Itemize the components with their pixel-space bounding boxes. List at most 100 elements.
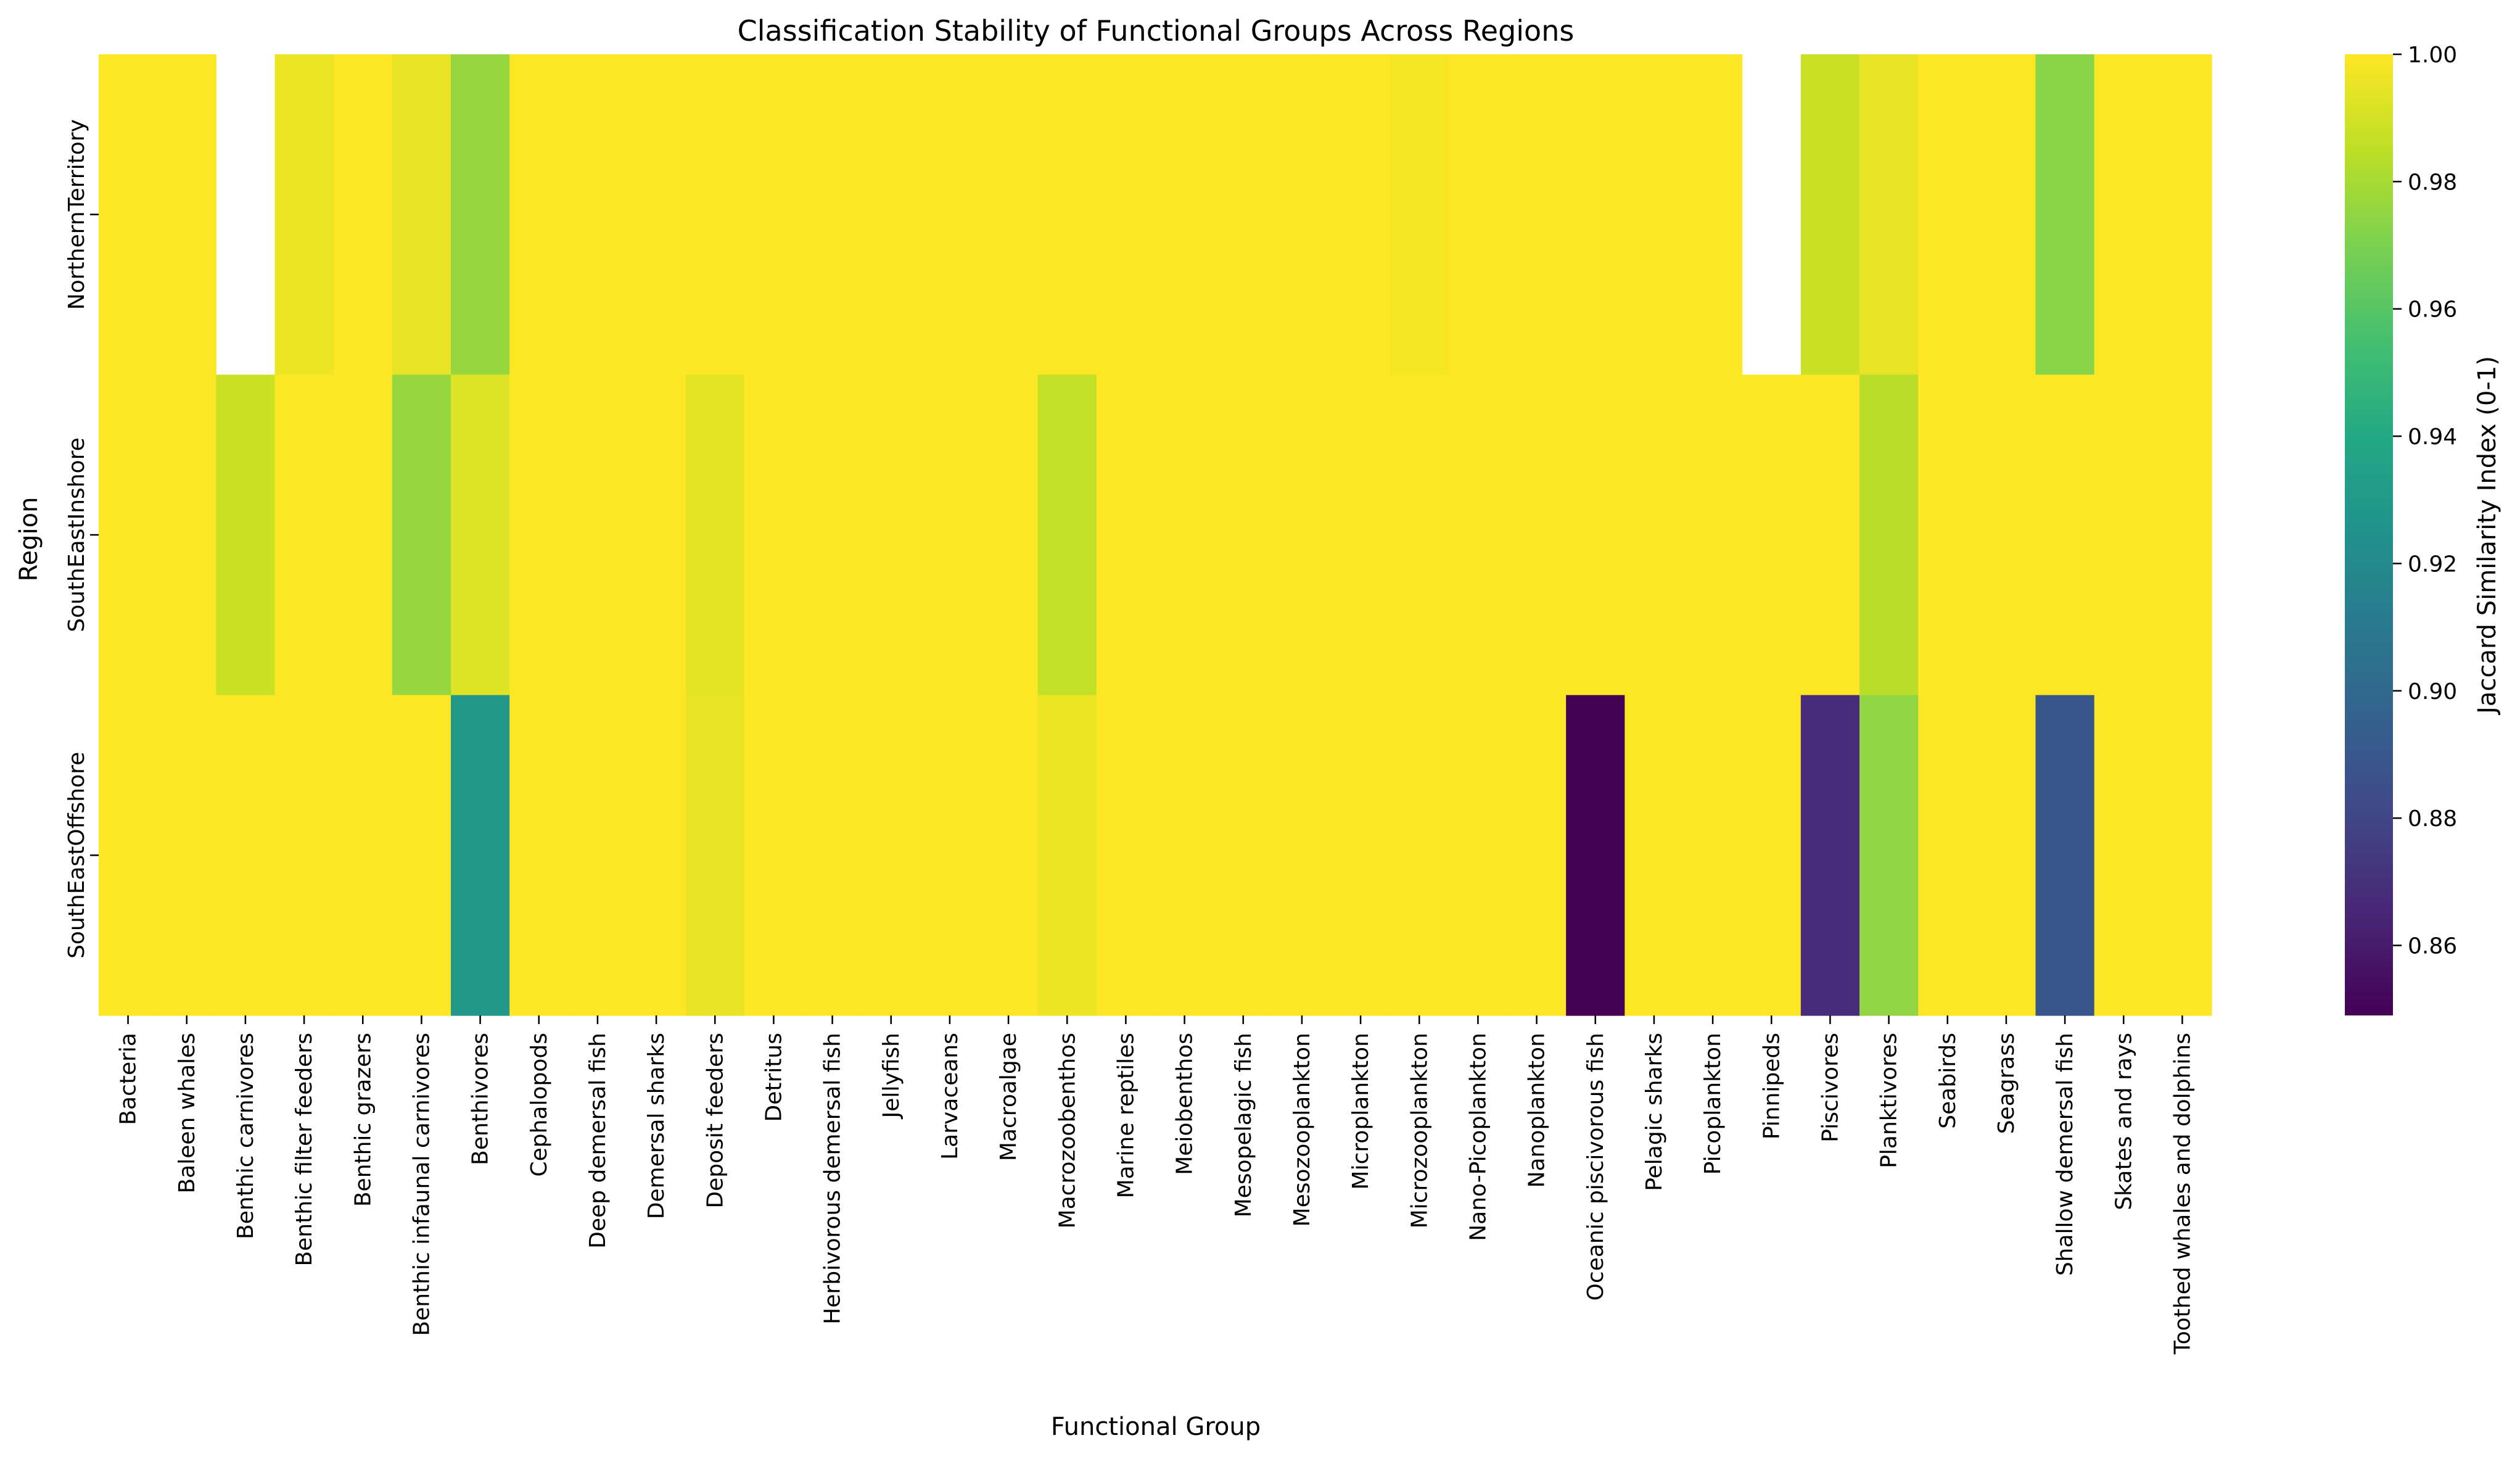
heatmap-cell <box>1918 374 1977 696</box>
heatmap-cell <box>862 374 921 696</box>
heatmap-cell <box>2152 695 2212 1016</box>
colorbar-tick-label: 0.88 <box>2408 806 2457 832</box>
heatmap-cell <box>1918 695 1977 1016</box>
x-tick-label: Nanoplankton <box>1525 1033 1550 1188</box>
heatmap-cell <box>1859 54 1919 375</box>
x-tick-label: Nano-Picoplankton <box>1465 1033 1491 1241</box>
heatmap-cell <box>157 374 216 696</box>
x-tick-label: Seabirds <box>1935 1033 1961 1129</box>
heatmap-cell <box>1096 54 1156 375</box>
heatmap-cell <box>1272 54 1332 375</box>
heatmap-cell <box>274 695 334 1016</box>
x-axis-ticks: Bacteria Baleen whales Benthic carnivores B… <box>116 1015 2195 1355</box>
heatmap-cell <box>1624 374 1684 696</box>
heatmap-cell <box>1566 374 1625 696</box>
heatmap-cell <box>627 374 686 696</box>
heatmap-cell <box>803 695 862 1016</box>
heatmap-cell <box>568 374 628 696</box>
heatmap-cell <box>1918 54 1977 375</box>
x-tick-label: Benthic grazers <box>350 1033 376 1207</box>
x-tick-label: Demersal sharks <box>644 1033 669 1219</box>
heatmap-cell <box>157 54 216 375</box>
heatmap-cell <box>1742 374 1801 696</box>
colorbar-label: Jaccard Similarity Index (0-1) <box>2473 356 2501 716</box>
heatmap-cell <box>920 695 980 1016</box>
colorbar-tick-label: 0.92 <box>2408 552 2457 577</box>
heatmap-cell <box>2035 695 2095 1016</box>
x-tick-label: Meiobenthos <box>1172 1033 1198 1175</box>
heatmap-cell <box>685 374 745 696</box>
heatmap-cell <box>744 695 804 1016</box>
heatmap-cell <box>1037 695 1097 1016</box>
x-tick-label: Macrozoobenthos <box>1055 1033 1080 1228</box>
heatmap-cell <box>392 54 451 375</box>
heatmap-cell <box>1624 54 1684 375</box>
y-axis-label: Region <box>15 497 43 582</box>
heatmap-cell <box>2094 54 2154 375</box>
heatmap-cell <box>1566 54 1625 375</box>
heatmap-cell <box>1037 54 1097 375</box>
heatmap-cell <box>2035 54 2095 375</box>
heatmap-cell <box>451 374 510 696</box>
x-tick-label: Benthivores <box>468 1033 493 1165</box>
x-tick-label: Pinnipeds <box>1759 1033 1784 1139</box>
heatmap-cell <box>1272 695 1332 1016</box>
heatmap-cell <box>1390 695 1449 1016</box>
heatmap-cell <box>1448 374 1508 696</box>
heatmap-cell <box>920 54 980 375</box>
x-tick-label: Mesozooplankton <box>1290 1033 1315 1226</box>
x-tick-label: Seagrass <box>1994 1033 2019 1134</box>
heatmap-cell <box>1331 54 1391 375</box>
heatmap-cell <box>568 695 628 1016</box>
colorbar-tick-label: 0.86 <box>2408 934 2457 959</box>
heatmap-cell <box>509 54 569 375</box>
heatmap-cell <box>1683 54 1743 375</box>
heatmap-cell <box>392 374 451 696</box>
heatmap-cell <box>979 695 1039 1016</box>
colorbar-tick-label: 0.90 <box>2408 679 2457 705</box>
heatmap-cell <box>1742 695 1801 1016</box>
heatmap-cell <box>979 374 1039 696</box>
y-tick-label: SouthEastOffshore <box>64 752 89 959</box>
heatmap-cell <box>1096 374 1156 696</box>
x-tick-label: Baleen whales <box>175 1033 200 1194</box>
heatmap-cell <box>333 695 393 1016</box>
heatmap-cell <box>99 54 158 375</box>
heatmap-cell <box>1859 695 1919 1016</box>
heatmap-cell <box>685 695 745 1016</box>
x-tick-label: Microplankton <box>1348 1033 1373 1189</box>
x-tick-label: Benthic infaunal carnivores <box>409 1033 434 1336</box>
heatmap-cell <box>1683 695 1743 1016</box>
heatmap-cell <box>744 374 804 696</box>
heatmap-cell <box>744 54 804 375</box>
heatmap-cell <box>1800 54 1860 375</box>
x-tick-label: Planktivores <box>1877 1033 1902 1168</box>
heatmap-cell <box>274 54 334 375</box>
x-tick-label: Deposit feeders <box>702 1033 728 1209</box>
heatmap-cell <box>1977 695 2036 1016</box>
x-tick-label: Mesopelagic fish <box>1231 1033 1256 1217</box>
heatmap-cell <box>568 54 628 375</box>
colorbar-ticks: 0.86 0.88 0.90 0.92 0.94 0.96 0.98 1.00 <box>2393 43 2457 959</box>
x-tick-label: Cephalopods <box>527 1033 552 1177</box>
x-tick-label: Larvaceans <box>937 1033 963 1160</box>
heatmap-cell <box>1214 695 1273 1016</box>
x-tick-label: Toothed whales and dolphins <box>2170 1033 2195 1355</box>
heatmap-cell <box>803 374 862 696</box>
x-tick-label: Detritus <box>761 1033 786 1122</box>
heatmap-cell <box>509 374 569 696</box>
x-tick-label: Deep demersal fish <box>585 1033 611 1249</box>
x-tick-label: Skates and rays <box>2111 1033 2136 1210</box>
heatmap-cell <box>1507 374 1567 696</box>
heatmap-cell <box>1448 695 1508 1016</box>
heatmap-cell <box>2035 374 2095 696</box>
x-tick-label: Marine reptiles <box>1113 1033 1139 1198</box>
heatmap-cell <box>862 695 921 1016</box>
x-tick-label: Bacteria <box>116 1033 141 1125</box>
heatmap-cell <box>685 54 745 375</box>
heatmap-cell <box>157 695 216 1016</box>
heatmap-cell <box>392 695 451 1016</box>
x-tick-label: Benthic carnivores <box>233 1033 258 1239</box>
heatmap-cell <box>509 695 569 1016</box>
heatmap-cell <box>216 374 276 696</box>
